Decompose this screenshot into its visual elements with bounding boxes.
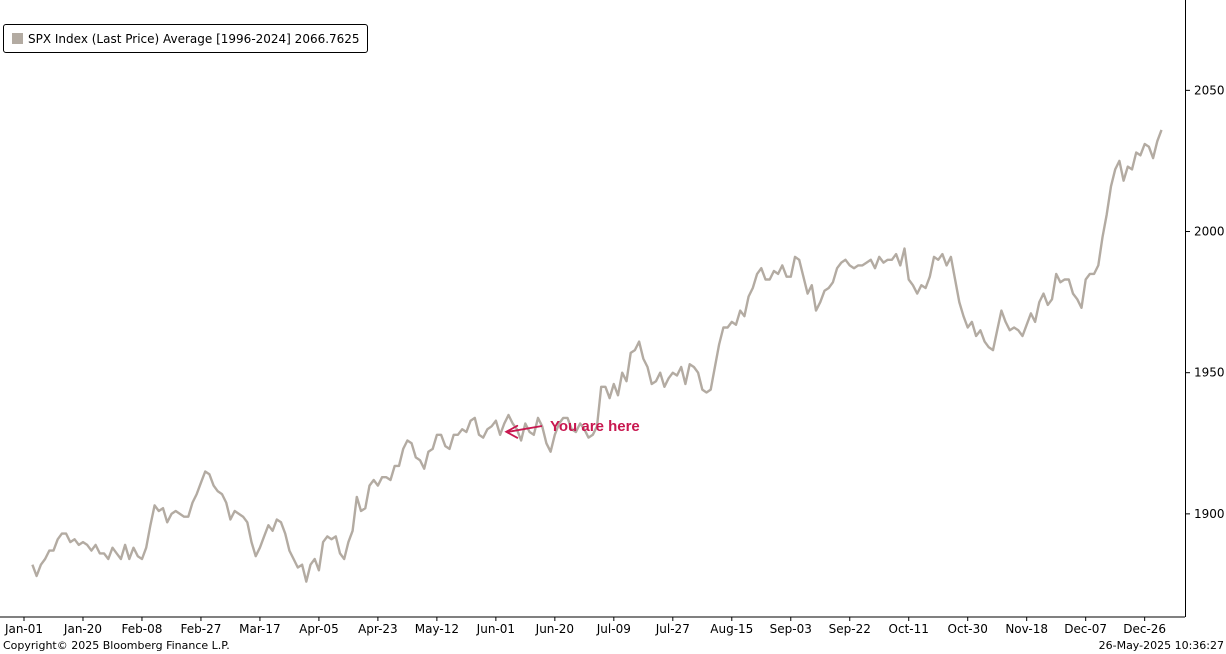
series-layer <box>31 129 1163 583</box>
x-tick-label: Nov-18 <box>1005 622 1048 636</box>
annotation-arrow-head <box>504 424 519 439</box>
legend: SPX Index (Last Price) Average [1996-202… <box>3 24 368 53</box>
x-tick-label: Jul-27 <box>655 622 690 636</box>
x-tick-label: May-12 <box>415 622 459 636</box>
x-tick-label: Apr-05 <box>299 622 339 636</box>
x-tick-label: Oct-30 <box>948 622 988 636</box>
y-tick-label: 2000 <box>1194 225 1225 239</box>
x-tick-label: Feb-27 <box>181 622 222 636</box>
legend-swatch <box>12 33 23 44</box>
x-tick-label: Jan-01 <box>4 622 43 636</box>
x-tick-label: Apr-23 <box>358 622 398 636</box>
x-tick-label: Sep-03 <box>770 622 812 636</box>
x-tick-label: Dec-26 <box>1123 622 1166 636</box>
series-line-0 <box>31 129 1163 583</box>
x-tick-label: Dec-07 <box>1064 622 1107 636</box>
x-tick-label: Aug-15 <box>710 622 753 636</box>
x-tick-label: Jul-09 <box>596 622 631 636</box>
y-tick-label: 1950 <box>1194 366 1225 380</box>
y-tick-label: 2050 <box>1194 83 1225 97</box>
copyright-text: Copyright© 2025 Bloomberg Finance L.P. <box>3 639 230 652</box>
x-tick-label: Feb-08 <box>122 622 163 636</box>
x-tick-label: Jun-20 <box>535 622 574 636</box>
y-tick-label: 1900 <box>1194 507 1225 521</box>
legend-label: SPX Index (Last Price) Average [1996-202… <box>28 31 360 46</box>
annotation-arrow <box>504 424 543 439</box>
timestamp-text: 26-May-2025 10:36:27 <box>1098 639 1224 652</box>
x-tick-label: Jun-01 <box>476 622 515 636</box>
x-tick-label: Jan-20 <box>63 622 102 636</box>
x-tick-label: Oct-11 <box>889 622 929 636</box>
annotation-label: You are here <box>550 418 640 435</box>
x-tick-label: Mar-17 <box>239 622 280 636</box>
annotation-arrow-shaft <box>508 425 543 433</box>
y-axis: 1900 1950 2000 2050 <box>1185 0 1225 617</box>
x-axis: Jan-01 Jan-20 Feb-08 Feb-27 Mar-17 Apr-05 Apr-… <box>0 616 1185 636</box>
x-tick-label: Sep-22 <box>829 622 871 636</box>
